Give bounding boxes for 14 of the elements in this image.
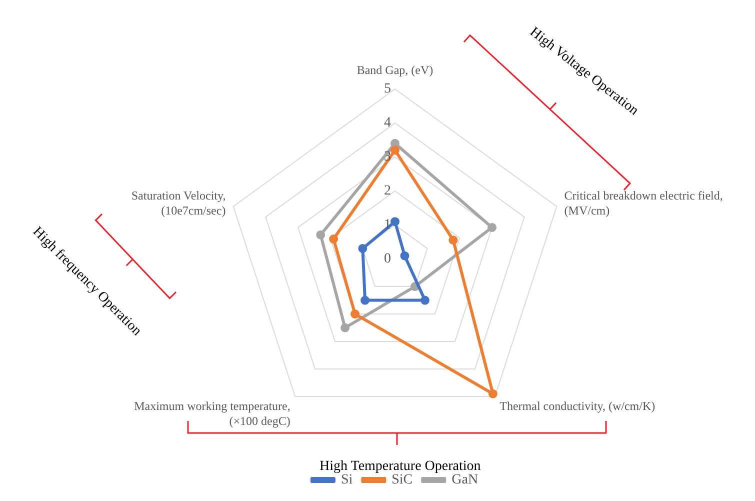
spoke-label: Maximum working temperature, (×100 degC) bbox=[134, 399, 290, 428]
y-tick-label: 5 bbox=[384, 82, 391, 97]
y-tick-label: 4 bbox=[384, 116, 391, 131]
y-tick-label: 3 bbox=[384, 150, 391, 165]
legend-label: Si bbox=[340, 472, 353, 488]
spoke-label: Band Gap, (eV) bbox=[356, 63, 434, 78]
spoke-label: Thermal conductivity, (w/cm/K) bbox=[500, 399, 656, 414]
legend-label: SiC bbox=[392, 472, 413, 488]
text: High Temperature Operation bbox=[320, 459, 481, 474]
spoke-label: Saturation Velocity, (10e7cm/sec) bbox=[131, 188, 226, 218]
y-tick-label: 2 bbox=[384, 184, 391, 199]
spoke-label: Critical breakdown electric field, (MV/cm) bbox=[564, 188, 723, 218]
y-tick-label: 0 bbox=[384, 252, 391, 267]
legend-label: GaN bbox=[452, 472, 478, 488]
